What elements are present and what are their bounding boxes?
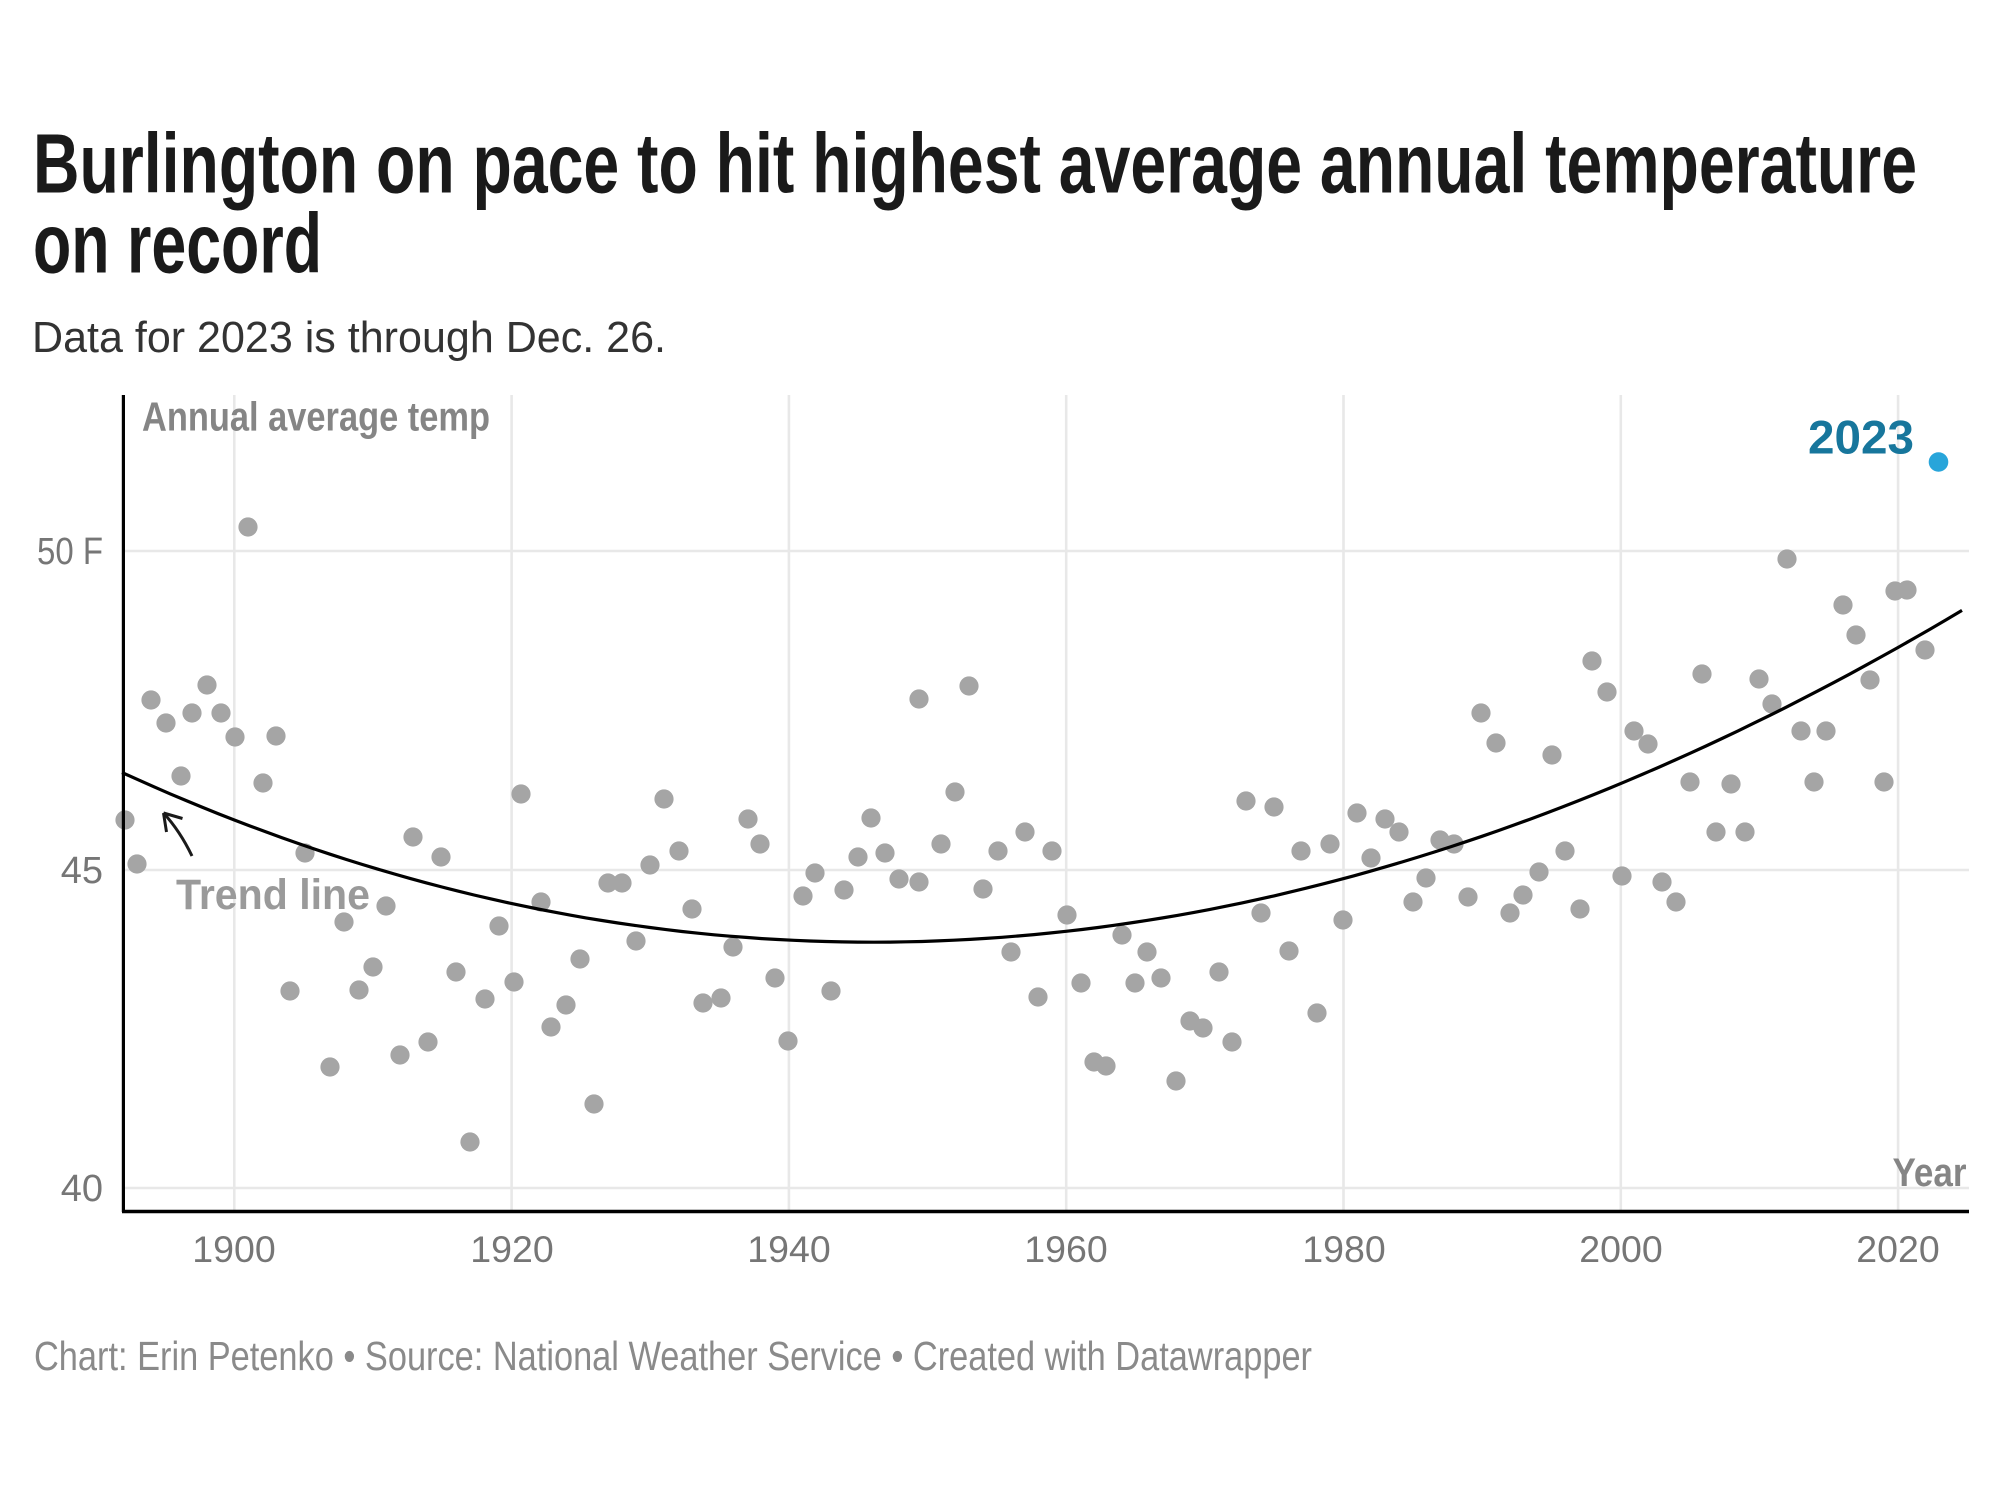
svg-text:Annual average temp: Annual average temp: [142, 394, 490, 440]
svg-text:50 F: 50 F: [37, 531, 103, 573]
svg-text:on record: on record: [33, 197, 322, 291]
svg-text:1960: 1960: [1024, 1228, 1107, 1270]
svg-text:Year: Year: [1893, 1151, 1967, 1195]
svg-text:Chart: Erin Petenko • Source:: Chart: Erin Petenko • Source: National W…: [34, 1333, 1312, 1379]
svg-text:Data for 2023 is through Dec.: Data for 2023 is through Dec. 26.: [32, 313, 666, 362]
svg-text:Trend line: Trend line: [176, 871, 370, 919]
svg-text:1940: 1940: [747, 1228, 830, 1270]
svg-text:2020: 2020: [1856, 1228, 1939, 1270]
svg-text:40: 40: [61, 1168, 103, 1210]
svg-text:1900: 1900: [192, 1228, 275, 1270]
svg-text:1980: 1980: [1302, 1228, 1385, 1270]
svg-text:Burlington on pace to hit high: Burlington on pace to hit highest averag…: [33, 117, 1917, 211]
svg-text:2023: 2023: [1808, 411, 1914, 464]
svg-text:45: 45: [61, 850, 103, 892]
svg-text:1920: 1920: [470, 1228, 553, 1270]
svg-text:2000: 2000: [1579, 1228, 1662, 1270]
